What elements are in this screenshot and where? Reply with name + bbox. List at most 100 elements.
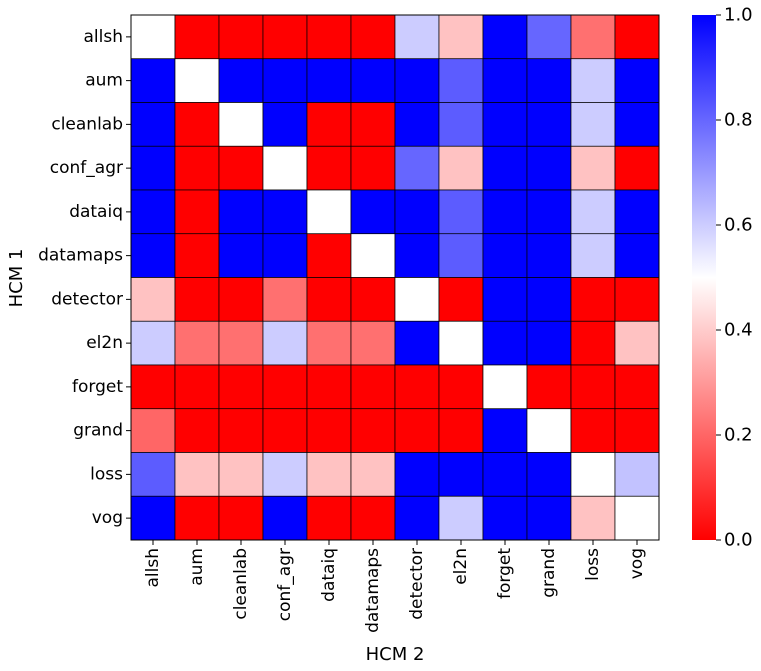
heatmap-cell-forget-detector (394, 364, 440, 410)
heatmap-cell-allsh-vog (614, 14, 660, 60)
heatmap-cell-loss-detector (394, 452, 440, 497)
row-label-datamaps: datamaps (38, 246, 123, 266)
heatmap-cell-forget-loss (570, 364, 616, 410)
heatmap-cell-allsh-cleanlab (218, 14, 264, 60)
heatmap-cell-el2n-detector (394, 320, 440, 366)
heatmap-cell-detector-loss (570, 277, 616, 322)
heatmap-cell-cleanlab-grand (526, 102, 572, 147)
heatmap-cell-grand-cleanlab (218, 408, 264, 453)
heatmap-cell-detector-el2n (438, 277, 484, 322)
colorbar-ticks: 0.0 0.2 0.4 0.6 0.8 1.0 (716, 5, 753, 551)
heatmap-cell-vog-el2n (438, 495, 484, 541)
heatmap-cell-dataiq-conf_agr (262, 189, 308, 235)
heatmap-cell-el2n-vog (614, 320, 660, 366)
heatmap-cell-el2n-datamaps (350, 320, 396, 366)
heatmap-cell-aum-forget (482, 58, 528, 103)
heatmap-cell-loss-forget (482, 452, 528, 497)
col-label-allsh: allsh (143, 548, 163, 588)
heatmap-cell-dataiq-forget (482, 189, 528, 235)
heatmap-cell-datamaps-dataiq (306, 233, 352, 278)
heatmap-cell-loss-aum (174, 452, 220, 497)
heatmap-cell-vog-vog (614, 495, 660, 541)
heatmap-cell-detector-grand (526, 277, 572, 322)
heatmap-cell-vog-conf_agr (262, 495, 308, 541)
plot-frame (130, 14, 660, 541)
heatmap-cell-conf_agr-grand (526, 145, 572, 191)
heatmap-cell-aum-cleanlab (218, 58, 264, 103)
row-label-aum: aum (85, 71, 123, 91)
heatmap-cell-loss-conf_agr (262, 452, 308, 497)
heatmap-cell-allsh-el2n (438, 14, 484, 60)
heatmap-cell-cleanlab-vog (614, 102, 660, 147)
heatmap-cell-conf_agr-detector (394, 145, 440, 191)
heatmap-cell-datamaps-grand (526, 233, 572, 278)
heatmap-cell-cleanlab-cleanlab (218, 102, 264, 147)
heatmap-cell-allsh-grand (526, 14, 572, 60)
heatmap-cell-detector-detector (394, 277, 440, 322)
heatmap-cell-allsh-dataiq (306, 14, 352, 60)
heatmap-cell-detector-conf_agr (262, 277, 308, 322)
col-label-aum: aum (187, 548, 207, 586)
heatmap-cell-el2n-forget (482, 320, 528, 366)
heatmap-cell-grand-datamaps (350, 408, 396, 453)
heatmap-cell-forget-vog (614, 364, 660, 410)
heatmap-cell-el2n-aum (174, 320, 220, 366)
heatmap-cell-forget-allsh (130, 364, 176, 410)
heatmap-cell-datamaps-aum (174, 233, 220, 278)
heatmap-cell-grand-loss (570, 408, 616, 453)
heatmap-cell-aum-allsh (130, 58, 176, 103)
heatmap-cell-detector-forget (482, 277, 528, 322)
heatmap-cell-conf_agr-conf_agr (262, 145, 308, 191)
heatmap-cell-aum-conf_agr (262, 58, 308, 103)
heatmap-cell-aum-grand (526, 58, 572, 103)
heatmap-cell-grand-vog (614, 408, 660, 453)
heatmap-cell-aum-aum (174, 58, 220, 103)
heatmap-cell-el2n-grand (526, 320, 572, 366)
heatmap-cell-el2n-el2n (438, 320, 484, 366)
col-label-el2n: el2n (451, 548, 471, 585)
heatmap-cell-datamaps-forget (482, 233, 528, 278)
colorbar-tick-label: 1.0 (724, 5, 753, 26)
heatmap-cell-cleanlab-loss (570, 102, 616, 147)
heatmap-cell-aum-dataiq (306, 58, 352, 103)
heatmap-cell-dataiq-dataiq (306, 189, 352, 235)
heatmap-cell-forget-cleanlab (218, 364, 264, 410)
heatmap-cell-el2n-allsh (130, 320, 176, 366)
heatmap-cell-dataiq-datamaps (350, 189, 396, 235)
colorbar-tick-label: 0.4 (724, 320, 753, 341)
heatmap-cell-loss-cleanlab (218, 452, 264, 497)
heatmap-cell-vog-detector (394, 495, 440, 541)
row-label-grand: grand (73, 421, 123, 441)
col-labels: allsh aum cleanlab conf_agr dataiq datamaps de… (143, 540, 647, 633)
heatmap-cell-aum-datamaps (350, 58, 396, 103)
heatmap-cell-conf_agr-loss (570, 145, 616, 191)
heatmap-cell-cleanlab-aum (174, 102, 220, 147)
col-label-forget: forget (495, 548, 515, 599)
col-label-cleanlab: cleanlab (231, 548, 251, 620)
heatmap-cell-forget-aum (174, 364, 220, 410)
heatmap-cell-allsh-datamaps (350, 14, 396, 60)
heatmap-cell-conf_agr-datamaps (350, 145, 396, 191)
heatmap-cell-cleanlab-datamaps (350, 102, 396, 147)
heatmap-cell-grand-allsh (130, 408, 176, 453)
heatmap-cell-aum-el2n (438, 58, 484, 103)
heatmap-cell-dataiq-detector (394, 189, 440, 235)
heatmap-cell-grand-detector (394, 408, 440, 453)
heatmap-cell-forget-datamaps (350, 364, 396, 410)
heatmap-cell-loss-grand (526, 452, 572, 497)
heatmap-cell-datamaps-allsh (130, 233, 176, 278)
row-label-cleanlab: cleanlab (51, 114, 123, 134)
colorbar-tick-label: 0.2 (724, 425, 753, 446)
heatmap-cell-el2n-cleanlab (218, 320, 264, 366)
heatmap-cell-vog-dataiq (306, 495, 352, 541)
heatmap-cell-loss-el2n (438, 452, 484, 497)
heatmap-cell-conf_agr-allsh (130, 145, 176, 191)
col-label-loss: loss (583, 548, 603, 581)
heatmap-cell-vog-loss (570, 495, 616, 541)
heatmap-cell-loss-allsh (130, 452, 176, 497)
heatmap-cell-grand-forget (482, 408, 528, 453)
heatmap-cell-grand-conf_agr (262, 408, 308, 453)
heatmap-cell-conf_agr-vog (614, 145, 660, 191)
colorbar-tick-label: 0.0 (724, 530, 753, 551)
heatmap-cell-grand-el2n (438, 408, 484, 453)
